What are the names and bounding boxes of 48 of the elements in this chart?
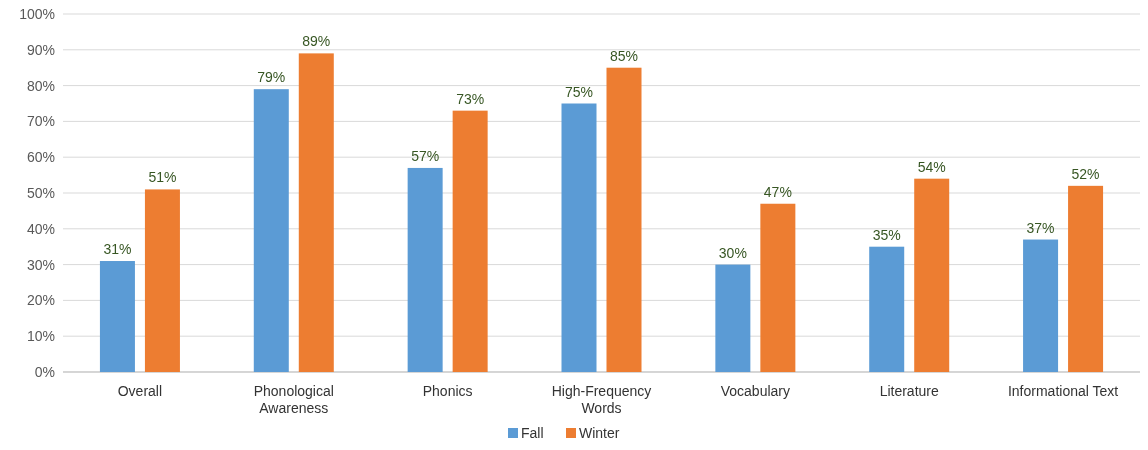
bar [715, 264, 751, 372]
y-tick-label: 50% [26, 184, 55, 201]
y-tick-label: 80% [26, 77, 55, 94]
bar [1068, 185, 1104, 372]
bar [144, 189, 180, 372]
y-tick-label: 100% [19, 5, 55, 22]
bar [760, 203, 796, 372]
data-label: 73% [456, 90, 485, 107]
y-tick-label: 90% [26, 41, 55, 58]
data-label: 47% [763, 183, 792, 200]
data-label: 89% [302, 33, 331, 50]
y-tick-label: 30% [26, 256, 55, 273]
y-tick-label: 20% [26, 292, 55, 309]
bar [253, 89, 289, 372]
data-label: 37% [1026, 219, 1055, 236]
y-tick-label: 40% [26, 220, 55, 237]
y-tick-label: 70% [26, 113, 55, 130]
x-tick-label: Informational Text [1007, 383, 1119, 399]
x-tick-label: Vocabulary [720, 383, 790, 399]
y-tick-label: 10% [26, 328, 55, 345]
x-tick-label: Phonics [422, 383, 473, 399]
bar [452, 110, 488, 372]
bar [1023, 239, 1059, 372]
x-tick-label: Literature [879, 383, 939, 399]
data-label: 75% [564, 83, 594, 100]
bar [869, 246, 905, 372]
bar [561, 103, 597, 372]
bar [298, 53, 334, 372]
legend-label: Fall [521, 425, 544, 441]
bar [99, 261, 135, 372]
y-tick-label: 0% [34, 363, 55, 380]
data-label: 31% [103, 241, 132, 258]
x-tick-label: Overall [117, 383, 163, 399]
x-tick-label: High-Frequency Words [551, 383, 652, 416]
data-label: 51% [148, 169, 177, 186]
data-label: 85% [609, 47, 639, 64]
y-tick-label: 60% [26, 149, 55, 166]
data-label: 57% [411, 147, 440, 164]
x-tick-label: Phonological Awareness [253, 383, 334, 416]
legend-label: Winter [579, 425, 620, 441]
bar [407, 167, 443, 372]
data-label: 54% [917, 158, 946, 175]
bar [914, 178, 950, 372]
bar [606, 67, 642, 372]
data-label: 30% [718, 244, 747, 261]
data-label: 52% [1071, 165, 1100, 182]
data-label: 35% [872, 226, 901, 243]
data-label: 79% [257, 69, 286, 86]
